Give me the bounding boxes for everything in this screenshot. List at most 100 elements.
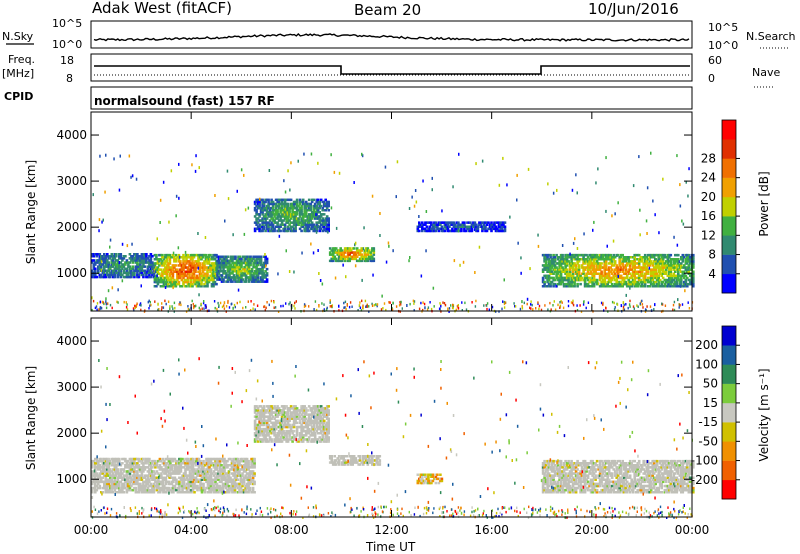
heatmap-cell <box>111 286 114 290</box>
heatmap-cell <box>137 257 141 260</box>
heatmap-cell <box>606 280 609 284</box>
heatmap-cell <box>330 153 332 157</box>
heatmap-cell <box>692 278 695 282</box>
heatmap-cell <box>658 262 662 265</box>
heatmap-cell <box>665 270 668 273</box>
heatmap-cell <box>220 278 224 281</box>
heatmap-cell <box>91 470 94 473</box>
heatmap-cell <box>175 468 178 471</box>
heatmap-cell <box>537 233 539 237</box>
heatmap-cell <box>113 457 117 461</box>
heatmap-cell <box>398 304 401 307</box>
heatmap-cell <box>100 476 103 479</box>
heatmap-cell <box>285 209 288 212</box>
heatmap-cell <box>124 480 127 484</box>
heatmap-cell <box>586 270 590 273</box>
heatmap-cell <box>406 304 408 307</box>
heatmap-cell <box>683 266 686 269</box>
heatmap-cell <box>163 462 166 465</box>
heatmap-cell <box>265 206 269 210</box>
heatmap-cell <box>601 258 605 261</box>
heatmap-cell <box>463 227 466 231</box>
heatmap-cell <box>197 470 201 473</box>
heatmap-cell <box>312 211 315 214</box>
heatmap-cell <box>337 249 341 252</box>
heatmap-cell <box>324 219 327 222</box>
heatmap-cell <box>229 259 233 263</box>
heatmap-cell <box>185 457 189 461</box>
heatmap-cell <box>127 480 130 484</box>
heatmap-cell <box>276 198 279 202</box>
heatmap-cell <box>162 256 166 259</box>
heatmap-cell <box>209 457 213 461</box>
heatmap-cell <box>594 256 597 259</box>
heatmap-cell <box>634 272 638 275</box>
heatmap-cell <box>127 478 130 481</box>
heatmap-cell <box>103 462 106 465</box>
heatmap-cell <box>201 270 205 273</box>
heatmap-cell <box>207 278 211 282</box>
heatmap-cell <box>669 272 673 275</box>
heatmap-cell <box>167 253 170 257</box>
heatmap-cell <box>270 213 273 216</box>
heatmap-cell <box>133 259 136 262</box>
heatmap-cell <box>434 225 438 228</box>
heatmap-cell <box>652 285 656 288</box>
heatmap-cell <box>171 276 175 280</box>
heatmap-cell <box>172 480 175 484</box>
heatmap-cell <box>680 256 683 259</box>
heatmap-cell <box>575 173 577 177</box>
heatmap-cell <box>355 247 359 250</box>
heatmap-cell <box>224 466 228 469</box>
heatmap-cell <box>133 482 136 486</box>
heatmap-cell <box>102 218 104 222</box>
heatmap-cell <box>246 255 249 258</box>
heatmap-cell <box>265 213 269 216</box>
heatmap-cell <box>190 484 193 488</box>
heatmap-cell <box>310 221 314 224</box>
heatmap-cell <box>140 265 144 268</box>
heatmap-cell <box>613 262 617 265</box>
colorbar-tick-label: 28 <box>701 151 716 165</box>
heatmap-cell <box>97 464 100 467</box>
heatmap-cell <box>243 280 246 283</box>
heatmap-cell <box>139 269 142 272</box>
heatmap-cell <box>187 468 190 471</box>
heatmap-cell <box>297 159 299 163</box>
heatmap-cell <box>561 266 564 269</box>
freq-panel: Freq. [MHz] CPID 18 8 60 0 Nave <box>2 53 780 103</box>
heatmap-cell <box>295 217 299 220</box>
heatmap-cell <box>115 491 118 494</box>
heatmap-cell <box>346 304 348 307</box>
heatmap-cell <box>666 258 670 261</box>
heatmap-cell <box>271 211 275 214</box>
heatmap-cell <box>179 466 183 469</box>
heatmap-cell <box>197 480 201 484</box>
heatmap-cell <box>583 278 587 282</box>
heatmap-cell <box>609 262 612 265</box>
heatmap-cell <box>557 303 559 307</box>
heatmap-cell <box>139 476 142 479</box>
heatmap-cell <box>188 462 192 465</box>
heatmap-cell <box>530 300 532 303</box>
heatmap-cell <box>231 267 234 271</box>
heatmap-cell <box>137 269 141 272</box>
heatmap-cell <box>131 273 135 277</box>
heatmap-cell <box>294 219 297 222</box>
heatmap-cell <box>460 223 463 226</box>
heatmap-cell <box>338 171 341 175</box>
heatmap-cell <box>110 484 114 488</box>
noise-right-tick-top: 10^5 <box>708 21 738 34</box>
heatmap-cell <box>669 270 673 273</box>
heatmap-cell <box>99 300 102 304</box>
heatmap-cell <box>488 223 492 226</box>
heatmap-cell <box>559 272 563 275</box>
heatmap-cell <box>256 270 260 273</box>
heatmap-cell <box>223 468 226 471</box>
heatmap-cell <box>619 280 623 284</box>
heatmap-cell <box>145 273 148 277</box>
heatmap-cell <box>134 464 138 467</box>
heatmap-cell <box>210 285 214 288</box>
heatmap-cell <box>494 229 498 233</box>
heatmap-cell <box>161 468 165 471</box>
